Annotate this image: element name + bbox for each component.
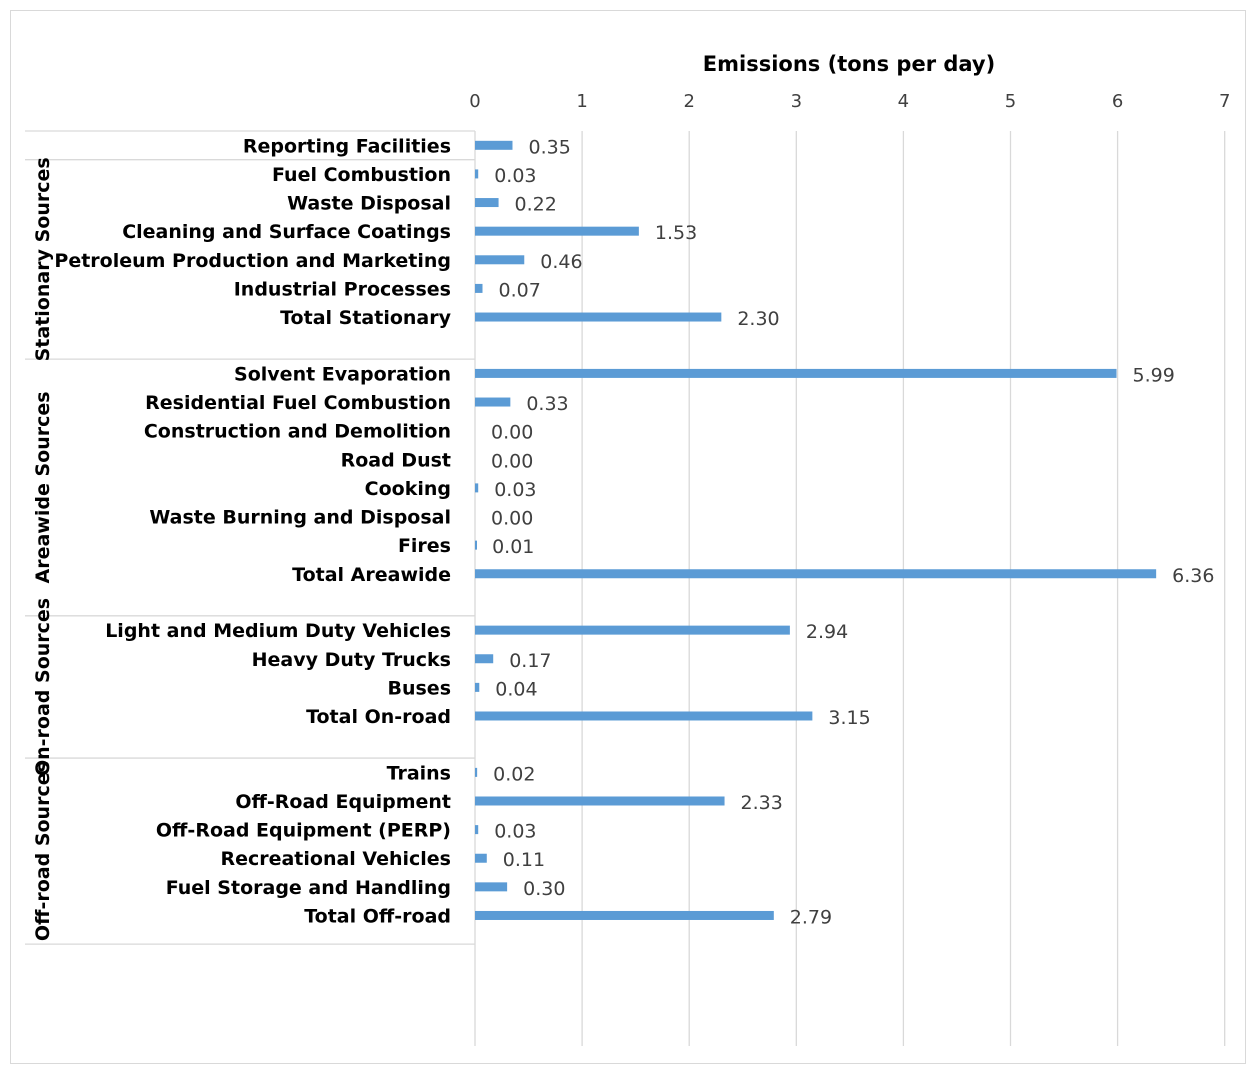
bar	[475, 569, 1157, 579]
x-axis-title: Emissions (tons per day)	[703, 52, 995, 76]
category-label: Cleaning and Surface Coatings	[122, 221, 451, 243]
bar	[475, 825, 479, 835]
category-label: Total On-road	[306, 706, 451, 728]
bar	[475, 540, 477, 550]
category-label: Heavy Duty Trucks	[252, 649, 451, 671]
bar	[475, 625, 790, 635]
value-label: 0.33	[526, 393, 568, 415]
gridlines	[474, 131, 1226, 1046]
bar	[475, 853, 487, 863]
bar	[475, 255, 525, 265]
bars	[475, 140, 1157, 920]
bar	[475, 910, 774, 920]
bar	[475, 226, 639, 236]
value-label: 0.02	[493, 763, 535, 785]
bar	[475, 283, 483, 293]
category-label: Waste Disposal	[287, 193, 451, 215]
bar	[475, 169, 479, 179]
group-label: Off-road Sources	[32, 761, 54, 941]
x-tick-label: 0	[469, 91, 480, 112]
bar	[475, 654, 494, 664]
category-label: Reporting Facilities	[243, 135, 451, 157]
x-tick-label: 2	[683, 91, 694, 112]
x-tick-label: 1	[576, 91, 587, 112]
value-label: 2.79	[790, 906, 832, 928]
category-label: Recreational Vehicles	[220, 848, 451, 870]
value-label: 2.30	[737, 308, 779, 330]
category-label: Total Areawide	[292, 564, 451, 586]
value-label: 0.03	[494, 821, 536, 843]
value-label: 0.07	[498, 279, 540, 301]
category-label: Fires	[398, 535, 451, 557]
value-label: 6.36	[1172, 565, 1214, 587]
category-label: Road Dust	[341, 449, 451, 471]
category-group-frames	[25, 130, 475, 945]
value-label: 5.99	[1133, 364, 1175, 386]
value-label: 0.03	[494, 479, 536, 501]
category-label: Petroleum Production and Marketing	[54, 250, 451, 272]
bar	[475, 140, 513, 150]
value-label: 0.22	[515, 194, 557, 216]
category-label: Industrial Processes	[234, 278, 451, 300]
bar	[475, 767, 478, 777]
bar	[475, 483, 479, 493]
group-labels: Stationary Sources Areawide Sources On-roa…	[32, 157, 54, 941]
category-label: Solvent Evaporation	[234, 363, 451, 385]
x-axis-tick-labels: 0 1 2 3 4 5 6 7	[469, 91, 1230, 112]
category-label: Total Off-road	[304, 905, 451, 927]
value-label: 0.11	[503, 849, 545, 871]
x-tick-label: 3	[791, 91, 802, 112]
group-label: Stationary Sources	[32, 157, 54, 361]
bar	[475, 882, 508, 892]
value-label: 0.17	[509, 650, 551, 672]
value-label: 0.04	[495, 678, 537, 700]
category-labels: Reporting Facilities Fuel Combustion Waste…	[54, 135, 451, 927]
emissions-bar-chart: Emissions (tons per day) 0 1 2 3 4 5 6 7 Report…	[25, 52, 1230, 1046]
value-labels: 0.35 0.03 0.22 1.53 0.460.07 2.30 5.99 0.33 0.00…	[491, 136, 1214, 928]
value-label: 0.00	[491, 508, 533, 530]
value-label: 0.46	[540, 251, 582, 273]
bar	[475, 682, 480, 692]
value-label: 0.00	[491, 450, 533, 472]
category-label: Fuel Storage and Handling	[166, 877, 451, 899]
x-tick-label: 7	[1219, 91, 1230, 112]
bar	[475, 198, 499, 208]
category-label: Fuel Combustion	[272, 164, 451, 186]
value-label: 2.94	[806, 621, 848, 643]
value-label: 3.15	[828, 707, 870, 729]
value-label: 0.01	[492, 536, 534, 558]
bar	[475, 368, 1117, 378]
category-label: Off-Road Equipment (PERP)	[156, 820, 451, 842]
category-label: Light and Medium Duty Vehicles	[105, 620, 451, 642]
group-label: On-road Sources	[32, 598, 54, 776]
category-label: Buses	[387, 677, 451, 699]
bar	[475, 397, 511, 407]
x-tick-label: 4	[898, 91, 909, 112]
value-label: 0.35	[528, 136, 570, 158]
bar	[475, 312, 722, 322]
value-label: 2.33	[741, 792, 783, 814]
x-tick-label: 5	[1005, 91, 1016, 112]
value-label: 0.03	[494, 165, 536, 187]
category-label: Residential Fuel Combustion	[145, 392, 451, 414]
category-label: Construction and Demolition	[144, 421, 451, 443]
group-label: Areawide Sources	[32, 391, 54, 583]
value-label: 0.00	[491, 422, 533, 444]
category-label: Trains	[387, 762, 451, 784]
category-label: Cooking	[365, 478, 451, 500]
value-label: 0.30	[523, 878, 565, 900]
value-label: 1.53	[655, 222, 697, 244]
bar	[475, 796, 725, 806]
chart-frame: Emissions (tons per day) 0 1 2 3 4 5 6 7 Report…	[10, 10, 1246, 1064]
category-label: Total Stationary	[280, 307, 451, 329]
x-tick-label: 6	[1112, 91, 1123, 112]
bar	[475, 711, 813, 721]
category-label: Off-Road Equipment	[235, 791, 451, 813]
category-label: Waste Burning and Disposal	[149, 507, 451, 529]
